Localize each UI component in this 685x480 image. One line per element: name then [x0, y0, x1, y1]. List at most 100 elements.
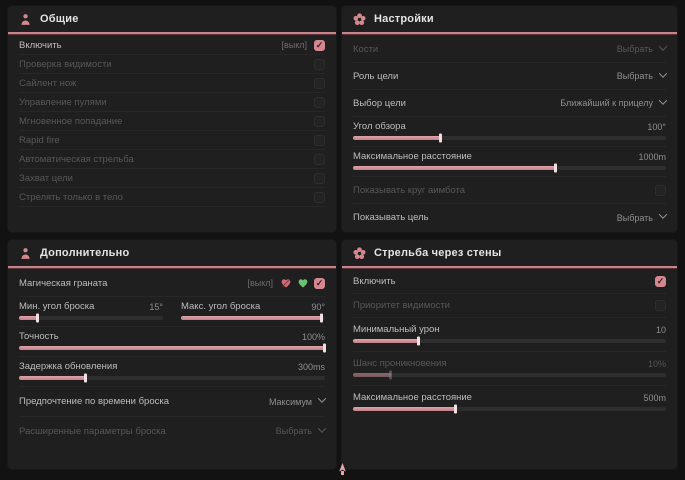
slider-value: 100%: [301, 331, 325, 342]
slider-thumb[interactable]: [454, 404, 458, 414]
advanced-throw-params-dropdown[interactable]: Выбрать: [276, 423, 327, 436]
row-bones: Кости Выбрать: [353, 36, 668, 63]
row-rapid-fire: Rapid fire ✓: [19, 131, 325, 150]
row-body-only: Стрелять только в тело ✓: [19, 188, 325, 207]
slider-label: Максимальное расстояние: [353, 392, 472, 403]
silent-knife-checkbox[interactable]: ✓: [314, 77, 325, 89]
row-bullet-control: Управление пулями ✓: [19, 93, 325, 112]
max-distance-slider[interactable]: [353, 163, 666, 173]
slider-value: 1000m: [638, 151, 666, 162]
rapid-fire-checkbox[interactable]: ✓: [314, 134, 325, 146]
aimbot-circle-checkbox[interactable]: ✓: [655, 184, 666, 196]
heart-green-icon[interactable]: [297, 277, 309, 289]
bullet-control-checkbox[interactable]: ✓: [314, 96, 325, 108]
slider-value: 90°: [311, 301, 325, 312]
row-min-throw-angle: Мин. угол броска 15°: [19, 297, 163, 326]
slider-thumb[interactable]: [416, 336, 420, 346]
fov-slider[interactable]: [353, 133, 666, 143]
slider-value: 300ms: [297, 361, 325, 372]
slider-thumb[interactable]: [35, 313, 39, 323]
row-throw-time-pref: Предпочтение по времени броска Максимум: [19, 387, 327, 417]
row-label: Включить: [353, 276, 396, 287]
row-penetration-chance: Шанс проникновения 10%: [353, 352, 666, 386]
show-target-dropdown[interactable]: Выбрать: [617, 210, 668, 223]
chevron-down-icon: [658, 68, 668, 78]
row-label: Мгновенное попадание: [19, 115, 123, 127]
enable-checkbox[interactable]: ✓: [314, 39, 325, 51]
row-target-role: Роль цели Выбрать: [353, 63, 668, 90]
row-label: Автоматическая стрельба: [19, 153, 134, 165]
target-role-dropdown[interactable]: Выбрать: [617, 68, 668, 81]
row-label: Выбор цели: [353, 97, 406, 109]
target-select-dropdown[interactable]: Ближайший к прицелу: [560, 95, 668, 108]
penetration-chance-slider[interactable]: [353, 370, 666, 380]
row-label: Включить: [19, 39, 62, 51]
chevron-down-icon: [658, 210, 668, 219]
auto-shoot-checkbox[interactable]: ✓: [314, 153, 325, 165]
heart-pink-icon[interactable]: [280, 277, 292, 289]
row-show-target: Показывать цель Выбрать: [353, 204, 668, 231]
figure-icon: [19, 13, 32, 26]
cursor-icon: [337, 462, 348, 475]
panel-title: Настройки: [374, 13, 434, 25]
min-throw-angle-slider[interactable]: [19, 313, 163, 323]
panel-general: Общие Включить [выкл] ✓ Проверка видимос…: [8, 6, 336, 232]
row-label: Захват цели: [19, 172, 73, 184]
visibility-priority-checkbox[interactable]: ✓: [655, 300, 666, 311]
flower-icon: [353, 12, 366, 26]
target-lock-checkbox[interactable]: ✓: [314, 172, 325, 184]
wallbang-max-distance-slider[interactable]: [353, 404, 666, 414]
row-wallbang-max-distance: Максимальное расстояние 500m: [353, 386, 666, 419]
min-damage-slider[interactable]: [353, 336, 666, 346]
check-icon: ✓: [315, 277, 324, 288]
update-delay-slider[interactable]: [19, 373, 325, 383]
slider-thumb[interactable]: [438, 133, 442, 143]
row-label: Стрелять только в тело: [19, 191, 123, 203]
row-min-damage: Минимальный урон 10: [353, 318, 666, 352]
slider-thumb[interactable]: [323, 343, 326, 353]
panel-general-header: Общие: [8, 6, 336, 32]
row-enable: Включить [выкл] ✓: [19, 36, 325, 55]
slider-value: 100°: [647, 121, 666, 132]
panel-settings: Настройки Кости Выбрать Роль цели Выбрат…: [342, 6, 677, 232]
keybind-tag: [выкл]: [247, 278, 273, 288]
panel-wallbang: Стрельба через стены Включить ✓ Приорите…: [342, 240, 677, 469]
panel-wallbang-header: Стрельба через стены: [342, 240, 677, 266]
accuracy-slider[interactable]: [19, 343, 326, 353]
row-visibility-check: Проверка видимости ✓: [19, 55, 325, 74]
header-accent-line: [8, 266, 336, 268]
check-icon: ✓: [656, 276, 665, 286]
flower-icon: [353, 246, 366, 260]
wallbang-enable-checkbox[interactable]: ✓: [655, 276, 666, 287]
header-accent-line: [342, 266, 677, 268]
row-label: Rapid fire: [19, 134, 60, 146]
row-label: Приоритет видимости: [353, 300, 450, 311]
max-throw-angle-slider[interactable]: [181, 313, 325, 323]
slider-thumb[interactable]: [84, 373, 88, 383]
row-max-distance: Максимальное расстояние 1000m: [353, 147, 666, 177]
bones-dropdown[interactable]: Выбрать: [617, 41, 668, 54]
header-accent-line: [8, 32, 336, 34]
panel-additional-header: Дополнительно: [8, 240, 336, 266]
row-fov: Угол обзора 100°: [353, 117, 666, 147]
row-auto-shoot: Автоматическая стрельба ✓: [19, 150, 325, 169]
chevron-down-icon: [317, 394, 327, 403]
row-wallbang-enable: Включить ✓: [353, 270, 666, 294]
slider-label: Минимальный урон: [353, 324, 440, 335]
slider-label: Угол обзора: [353, 121, 406, 132]
row-advanced-throw-params: Расширенные параметры броска Выбрать: [19, 417, 327, 445]
header-accent-line: [342, 32, 677, 34]
row-label: Управление пулями: [19, 96, 107, 108]
body-only-checkbox[interactable]: ✓: [314, 191, 325, 203]
row-label: Проверка видимости: [19, 58, 112, 70]
throw-time-pref-dropdown[interactable]: Максимум: [269, 394, 327, 407]
visibility-check-checkbox[interactable]: ✓: [314, 58, 325, 70]
slider-thumb[interactable]: [554, 163, 558, 173]
slider-thumb[interactable]: [320, 313, 324, 323]
row-max-throw-angle: Макс. угол броска 90°: [181, 297, 325, 326]
slider-label: Максимальное расстояние: [353, 151, 472, 162]
chevron-down-icon: [658, 95, 668, 105]
magic-grenade-checkbox[interactable]: ✓: [314, 277, 325, 289]
slider-thumb[interactable]: [388, 370, 392, 380]
instant-hit-checkbox[interactable]: ✓: [314, 115, 325, 127]
